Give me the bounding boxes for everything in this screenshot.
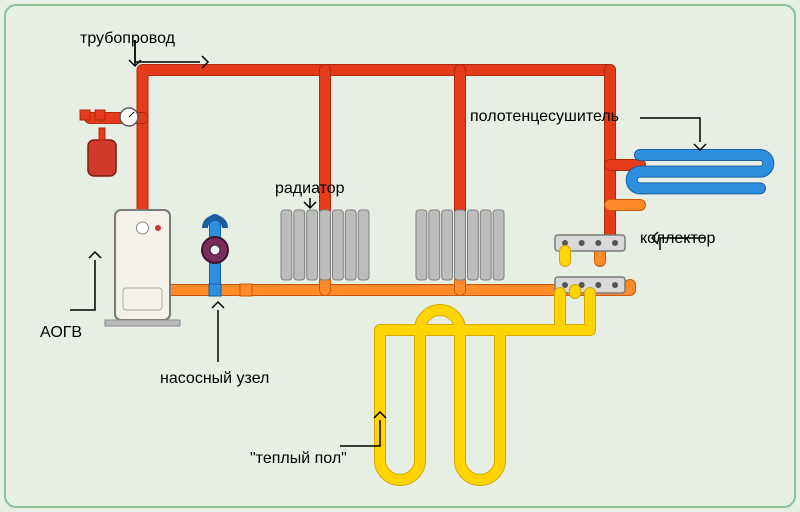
label-pipeline: трубопровод	[80, 30, 175, 48]
diagram-svg	[0, 0, 800, 512]
label-boiler: АОГВ	[40, 324, 82, 342]
label-collector: коллектор	[640, 230, 715, 248]
label-towel: полотенцесушитель	[470, 108, 619, 126]
label-floor: "теплый пол"	[250, 450, 347, 468]
label-pump: насосный узел	[160, 370, 269, 388]
label-radiator: радиатор	[275, 180, 345, 198]
